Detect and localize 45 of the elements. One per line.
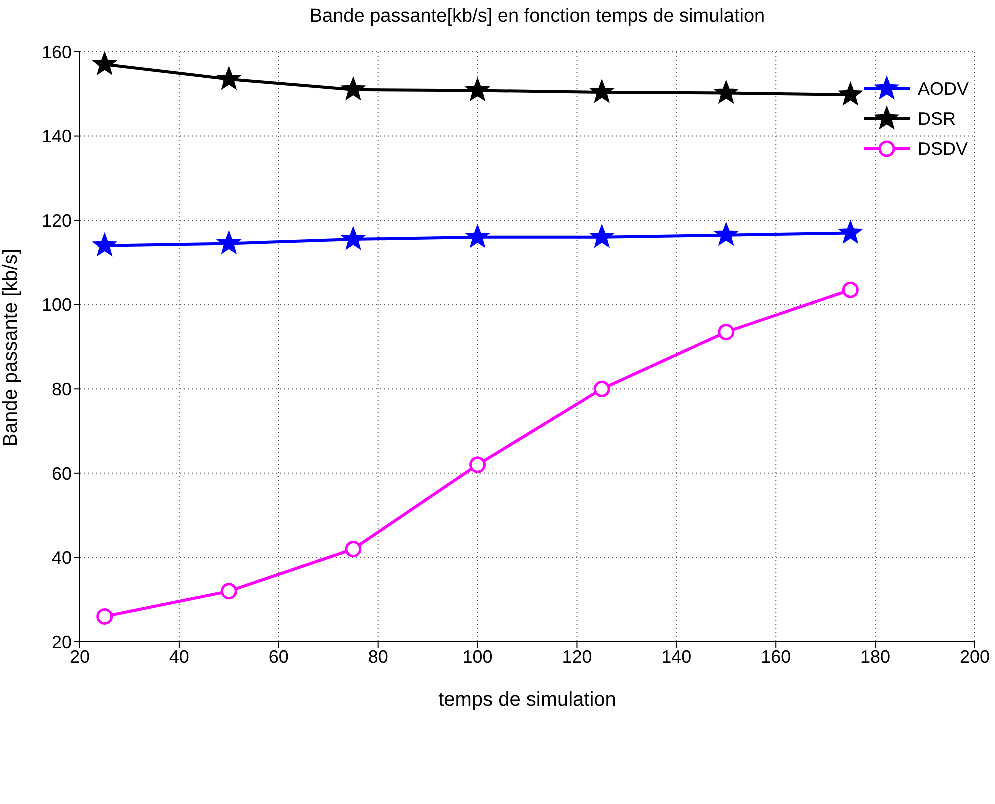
legend-label: DSDV xyxy=(918,138,968,160)
x-tick-label: 160 xyxy=(761,646,792,667)
point xyxy=(466,78,490,101)
y-axis-title: Bande passante [kb/s] xyxy=(0,249,22,447)
point xyxy=(714,222,738,246)
point xyxy=(838,82,863,106)
y-tick-label: 20 xyxy=(52,632,72,652)
legend-label: DSR xyxy=(918,108,956,130)
point xyxy=(838,220,863,244)
x-tick-label: 100 xyxy=(462,646,493,667)
y-tick-label: 140 xyxy=(42,126,72,147)
point xyxy=(590,80,614,103)
y-tick-label: 40 xyxy=(52,548,72,568)
legend-label: AODV xyxy=(918,78,969,100)
x-tick-label: 20 xyxy=(70,646,90,667)
x-tick-label: 40 xyxy=(169,646,190,667)
point xyxy=(217,66,242,90)
x-tick-label: 140 xyxy=(662,646,692,667)
point xyxy=(345,541,362,558)
y-tick-label: 100 xyxy=(42,295,72,316)
point xyxy=(714,80,738,104)
y-tick-label: 80 xyxy=(52,380,72,400)
point xyxy=(590,224,614,248)
y-tick-label: 160 xyxy=(42,42,72,62)
point xyxy=(342,77,366,100)
x-tick-label: 180 xyxy=(860,646,891,667)
x-tick-label: 200 xyxy=(960,646,990,667)
x-tick-label: 120 xyxy=(562,646,592,667)
y-tick-label: 60 xyxy=(52,464,72,484)
point xyxy=(594,380,610,398)
point xyxy=(470,456,486,474)
y-tick-label: 120 xyxy=(42,210,72,231)
chart-title: Bande passante[kb/s] en fonction temps de simulation xyxy=(308,6,766,28)
point xyxy=(217,231,242,254)
point xyxy=(92,52,117,75)
point xyxy=(220,583,238,600)
x-tick-label: 80 xyxy=(368,646,388,667)
point xyxy=(466,224,490,248)
point xyxy=(718,324,735,340)
point xyxy=(842,282,859,298)
point xyxy=(92,233,117,256)
x-tick-label: 60 xyxy=(268,646,289,667)
point xyxy=(96,608,114,625)
x-axis-title: temps de simulation xyxy=(438,689,616,711)
point xyxy=(342,227,366,250)
